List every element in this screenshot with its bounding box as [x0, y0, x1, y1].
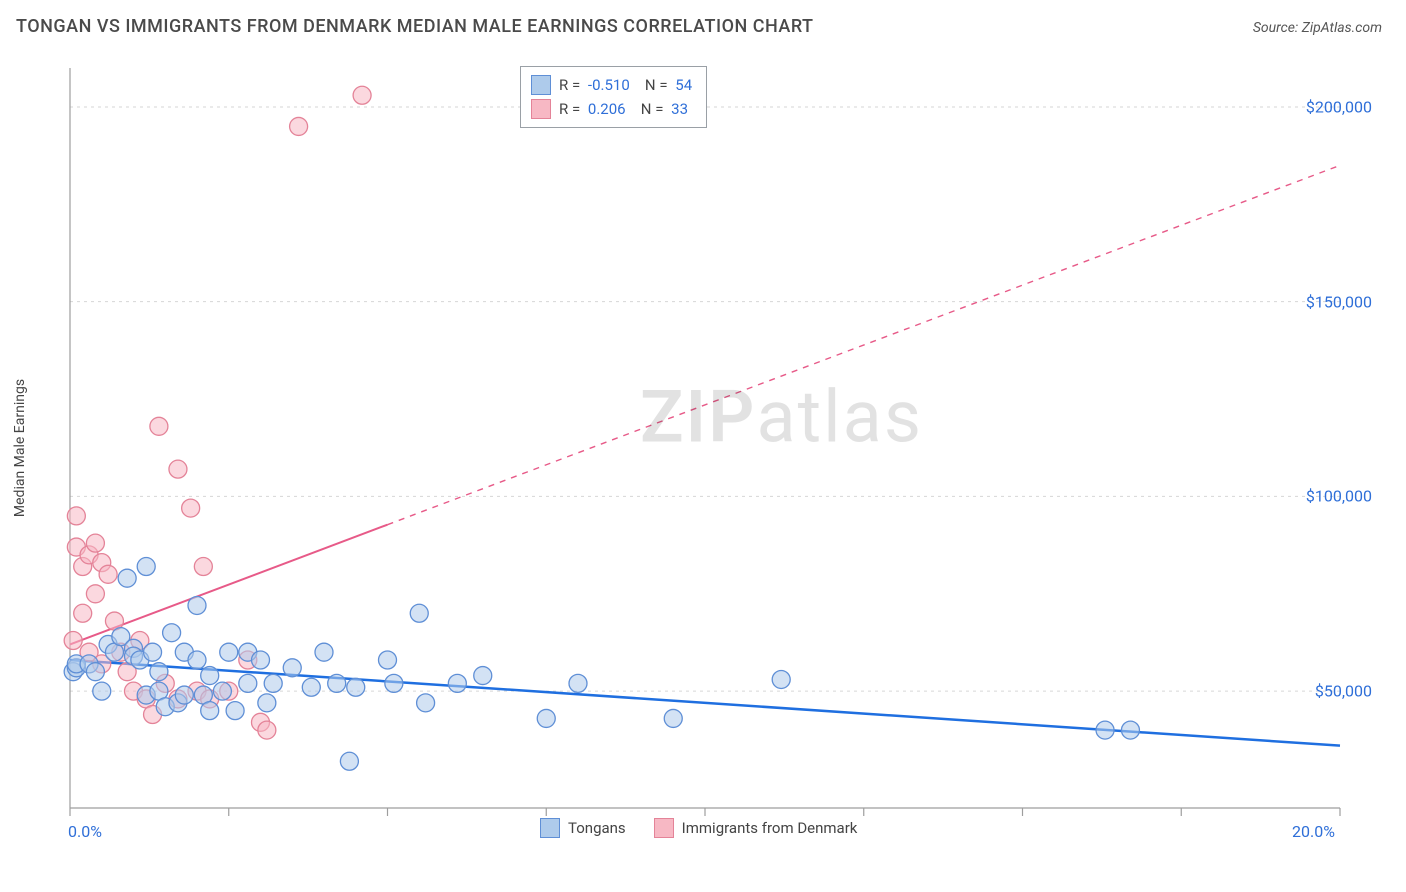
denmark-point	[353, 86, 371, 104]
tongans-point	[239, 674, 257, 692]
tongans-point	[93, 682, 111, 700]
tongans-point	[137, 558, 155, 576]
y-tick-label: $50,000	[1315, 682, 1372, 701]
series-swatch	[531, 75, 551, 95]
tongans-point	[252, 651, 270, 669]
tongans-point	[347, 678, 365, 696]
scatter-plot-svg	[50, 58, 1380, 838]
y-tick-label: $200,000	[1306, 97, 1372, 116]
x-tick-label: 0.0%	[68, 822, 102, 841]
legend-item-denmark: Immigrants from Denmark	[654, 818, 858, 838]
tongans-point	[340, 752, 358, 770]
tongans-point	[1121, 721, 1139, 739]
denmark-point	[194, 558, 212, 576]
tongans-point	[283, 659, 301, 677]
tongans-point	[302, 678, 320, 696]
denmark-point	[150, 417, 168, 435]
denmark-point	[64, 632, 82, 650]
plot-area: Median Male Earnings ZIPatlas $50,000$10…	[50, 58, 1380, 838]
tongans-point	[664, 709, 682, 727]
tongans-point	[258, 694, 276, 712]
denmark-point	[169, 460, 187, 478]
tongans-point	[150, 663, 168, 681]
tongans-point	[213, 682, 231, 700]
tongans-point	[328, 674, 346, 692]
legend-swatch	[540, 818, 560, 838]
tongans-point	[315, 643, 333, 661]
tongans-point	[410, 604, 428, 622]
tongans-point	[220, 643, 238, 661]
y-tick-label: $100,000	[1306, 487, 1372, 506]
denmark-point	[74, 604, 92, 622]
tongans-point	[163, 624, 181, 642]
tongans-point	[86, 663, 104, 681]
denmark-point	[258, 721, 276, 739]
stats-legend-box: R = -0.510 N = 54R = 0.206 N = 33	[520, 66, 707, 128]
denmark-point	[67, 507, 85, 525]
legend-item-tongans: Tongans	[540, 818, 626, 838]
stats-row: R = -0.510 N = 54	[531, 73, 696, 97]
denmark-point	[290, 117, 308, 135]
tongans-point	[201, 702, 219, 720]
denmark-point	[86, 585, 104, 603]
denmark-point	[182, 499, 200, 517]
tongans-point	[175, 686, 193, 704]
tongans-point	[144, 643, 162, 661]
x-tick-label: 20.0%	[1292, 822, 1335, 841]
tongans-point	[448, 674, 466, 692]
stats-row: R = 0.206 N = 33	[531, 97, 696, 121]
series-legend: Tongans Immigrants from Denmark	[540, 818, 857, 838]
series-swatch	[531, 99, 551, 119]
tongans-point	[379, 651, 397, 669]
tongans-point	[188, 651, 206, 669]
tongans-point	[118, 569, 136, 587]
tongans-point	[772, 670, 790, 688]
y-axis-label: Median Male Earnings	[12, 379, 28, 517]
tongans-point	[1096, 721, 1114, 739]
chart-source: Source: ZipAtlas.com	[1253, 20, 1382, 36]
y-tick-label: $150,000	[1306, 292, 1372, 311]
tongans-point	[385, 674, 403, 692]
denmark-point	[99, 565, 117, 583]
tongans-point	[201, 667, 219, 685]
tongans-point	[264, 674, 282, 692]
legend-swatch	[654, 818, 674, 838]
tongans-point	[537, 709, 555, 727]
chart-title: TONGAN VS IMMIGRANTS FROM DENMARK MEDIAN…	[16, 16, 814, 37]
denmark-point	[86, 534, 104, 552]
tongans-point	[226, 702, 244, 720]
legend-label: Immigrants from Denmark	[682, 819, 858, 837]
tongans-point	[474, 667, 492, 685]
tongans-point	[188, 596, 206, 614]
tongans-point	[417, 694, 435, 712]
legend-label: Tongans	[568, 819, 626, 837]
tongans-point	[569, 674, 587, 692]
